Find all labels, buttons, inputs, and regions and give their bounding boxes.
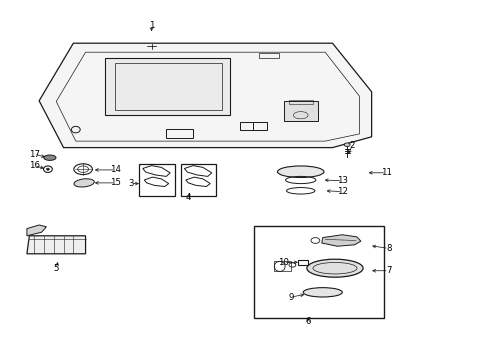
Text: 11: 11 <box>380 168 391 177</box>
Polygon shape <box>321 235 360 246</box>
Ellipse shape <box>303 288 342 297</box>
Polygon shape <box>39 43 371 148</box>
Text: 4: 4 <box>185 193 191 202</box>
Bar <box>298 260 307 265</box>
Text: 3: 3 <box>128 179 134 188</box>
Ellipse shape <box>74 179 94 187</box>
Text: 13: 13 <box>336 176 347 185</box>
Polygon shape <box>27 236 85 254</box>
Bar <box>166 129 193 138</box>
Text: 17: 17 <box>29 150 40 158</box>
Polygon shape <box>27 225 46 236</box>
Text: 6: 6 <box>305 317 310 325</box>
Text: 15: 15 <box>110 178 121 187</box>
Text: 8: 8 <box>385 244 391 253</box>
Text: 16: 16 <box>29 161 40 170</box>
Text: 9: 9 <box>288 292 293 302</box>
Bar <box>273 261 290 271</box>
Text: 2: 2 <box>348 141 354 150</box>
Ellipse shape <box>46 168 49 170</box>
Ellipse shape <box>306 259 362 277</box>
Ellipse shape <box>44 155 56 160</box>
Bar <box>239 122 266 130</box>
Bar <box>259 53 278 58</box>
Polygon shape <box>105 58 229 115</box>
Bar <box>288 100 312 104</box>
Text: 1: 1 <box>148 21 154 30</box>
Text: 12: 12 <box>336 187 347 196</box>
Text: 5: 5 <box>53 264 59 273</box>
Bar <box>139 164 174 196</box>
Text: 14: 14 <box>110 165 121 174</box>
Bar <box>254 226 383 318</box>
Text: 7: 7 <box>385 266 391 275</box>
Bar <box>181 164 216 196</box>
Ellipse shape <box>277 166 323 177</box>
Polygon shape <box>283 101 317 121</box>
Ellipse shape <box>344 143 349 147</box>
Text: 10: 10 <box>278 258 288 267</box>
